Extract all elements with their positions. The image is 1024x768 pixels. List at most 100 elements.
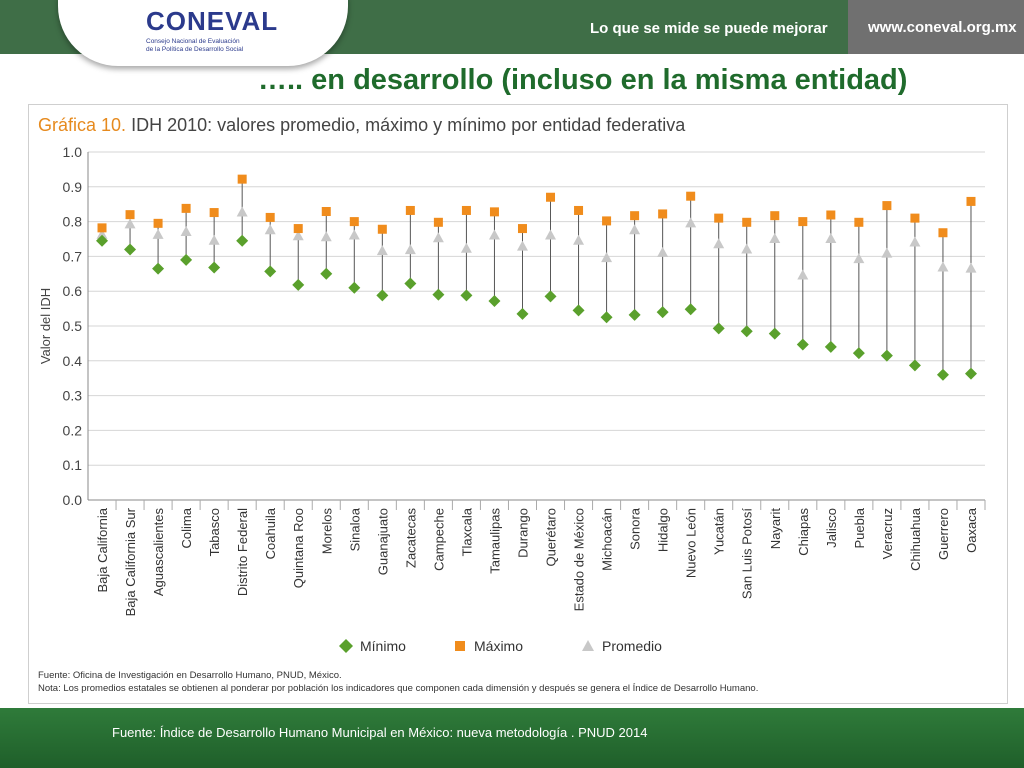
maximo-marker (349, 217, 359, 227)
y-tick-label: 0.6 (63, 283, 83, 299)
category-label: Yucatán (712, 508, 727, 555)
y-tick-label: 0.4 (63, 353, 83, 369)
promedio-marker (264, 224, 276, 235)
chart-note: Nota: Los promedios estatales se obtiene… (38, 683, 759, 694)
maximo-marker (293, 224, 303, 234)
category-label: San Luis Potosí (740, 508, 755, 599)
maximo-marker (938, 228, 948, 238)
category-label: Tlaxcala (459, 507, 474, 556)
category-label: Coahuila (263, 507, 278, 559)
category-label: Oaxaca (964, 507, 979, 553)
minimo-marker (320, 267, 333, 280)
category-label: Puebla (852, 507, 867, 548)
category-label: Morelos (319, 508, 334, 555)
maximo-marker (97, 223, 107, 233)
minimo-marker (124, 243, 137, 256)
minimo-marker (852, 347, 865, 360)
logo-panel (58, 0, 348, 66)
minimo-marker (824, 340, 837, 353)
promedio-marker (545, 229, 557, 240)
promedio-marker (208, 234, 220, 245)
promedio-marker (348, 229, 360, 240)
promedio-marker (741, 243, 753, 254)
maximo-marker (770, 211, 780, 221)
promedio-marker (404, 244, 416, 255)
minimo-marker (656, 306, 669, 319)
maximo-marker (153, 218, 163, 228)
maximo-marker (714, 213, 724, 223)
minimo-marker (600, 311, 613, 324)
maximo-marker (742, 217, 752, 227)
minimo-marker (432, 288, 445, 301)
promedio-marker (292, 230, 304, 241)
maximo-marker (854, 217, 864, 227)
minimo-marker (488, 294, 501, 307)
category-label: Chihuahua (908, 507, 923, 571)
maximo-marker (966, 196, 976, 206)
footer-source: Fuente: Índice de Desarrollo Humano Muni… (112, 725, 648, 740)
promedio-marker (236, 206, 248, 217)
maximo-marker (517, 224, 527, 234)
y-tick-label: 0.3 (63, 388, 83, 404)
y-tick-label: 0.0 (63, 492, 83, 508)
promedio-marker (797, 269, 809, 280)
minimo-marker (964, 367, 977, 380)
category-label: Nuevo León (684, 508, 699, 578)
chart-frame (28, 104, 1008, 704)
promedio-marker (180, 226, 192, 237)
promedio-marker (713, 238, 725, 249)
promedio-marker (460, 242, 472, 253)
category-label: Quintana Roo (291, 508, 306, 588)
category-label: Jalisco (824, 508, 839, 548)
minimo-marker (152, 262, 165, 275)
promedio-marker (629, 224, 641, 235)
category-label: Baja California (95, 507, 110, 592)
slogan: Lo que se mide se puede mejorar (590, 20, 828, 37)
promedio-marker (881, 247, 893, 258)
logo-subtitle-line1: Consejo Nacional de Evaluación (146, 38, 240, 45)
minimo-marker (264, 265, 277, 278)
category-label: Guanajuato (375, 508, 390, 575)
idh-chart: 0.0 0.1 0.2 0.3 0.4 0.5 0.6 0.7 0.8 0.9 1.0 Valor d… (38, 144, 986, 654)
promedio-marker (96, 228, 108, 239)
category-label: Sonora (628, 507, 643, 550)
category-label: Michoacán (600, 508, 615, 571)
category-label: Querétaro (544, 508, 559, 567)
minimo-marker (544, 290, 557, 303)
maximo-marker (433, 217, 443, 227)
promedio-marker (825, 233, 837, 243)
maximo-marker (910, 213, 920, 223)
category-label: Campeche (431, 508, 446, 571)
minimo-marker (180, 253, 193, 266)
promedio-marker (573, 234, 585, 245)
minimo-marker (460, 289, 473, 302)
minimo-marker (348, 281, 361, 294)
minimo-marker (740, 325, 753, 338)
minimo-marker (572, 304, 585, 317)
y-tick-label: 1.0 (63, 144, 83, 160)
category-label: Zacatecas (403, 508, 418, 568)
maximo-marker (658, 209, 668, 219)
promedio-marker (516, 240, 528, 251)
category-label: Aguascalientes (151, 508, 166, 597)
minimo-marker (684, 303, 697, 316)
maximo-marker (798, 217, 808, 227)
maximo-marker (237, 174, 247, 184)
maximo-marker (574, 205, 584, 215)
category-label: Colima (179, 507, 194, 548)
slide-headline: ….. en desarrollo (incluso en la misma e… (258, 64, 908, 96)
minimo-marker (936, 368, 949, 381)
header-url-panel (848, 0, 1024, 54)
y-tick-label: 0.2 (63, 422, 83, 438)
category-label: Tabasco (207, 508, 222, 556)
category-label: Sinaloa (347, 507, 362, 551)
category-label: Hidalgo (656, 508, 671, 552)
maximo-marker (489, 207, 499, 217)
maximo-marker (181, 203, 191, 213)
maximo-marker (265, 212, 275, 222)
promedio-marker (853, 253, 865, 264)
promedio-marker (769, 233, 781, 243)
category-label: Baja California Sur (123, 507, 138, 616)
promedio-marker (965, 262, 977, 273)
minimo-marker (712, 322, 725, 335)
